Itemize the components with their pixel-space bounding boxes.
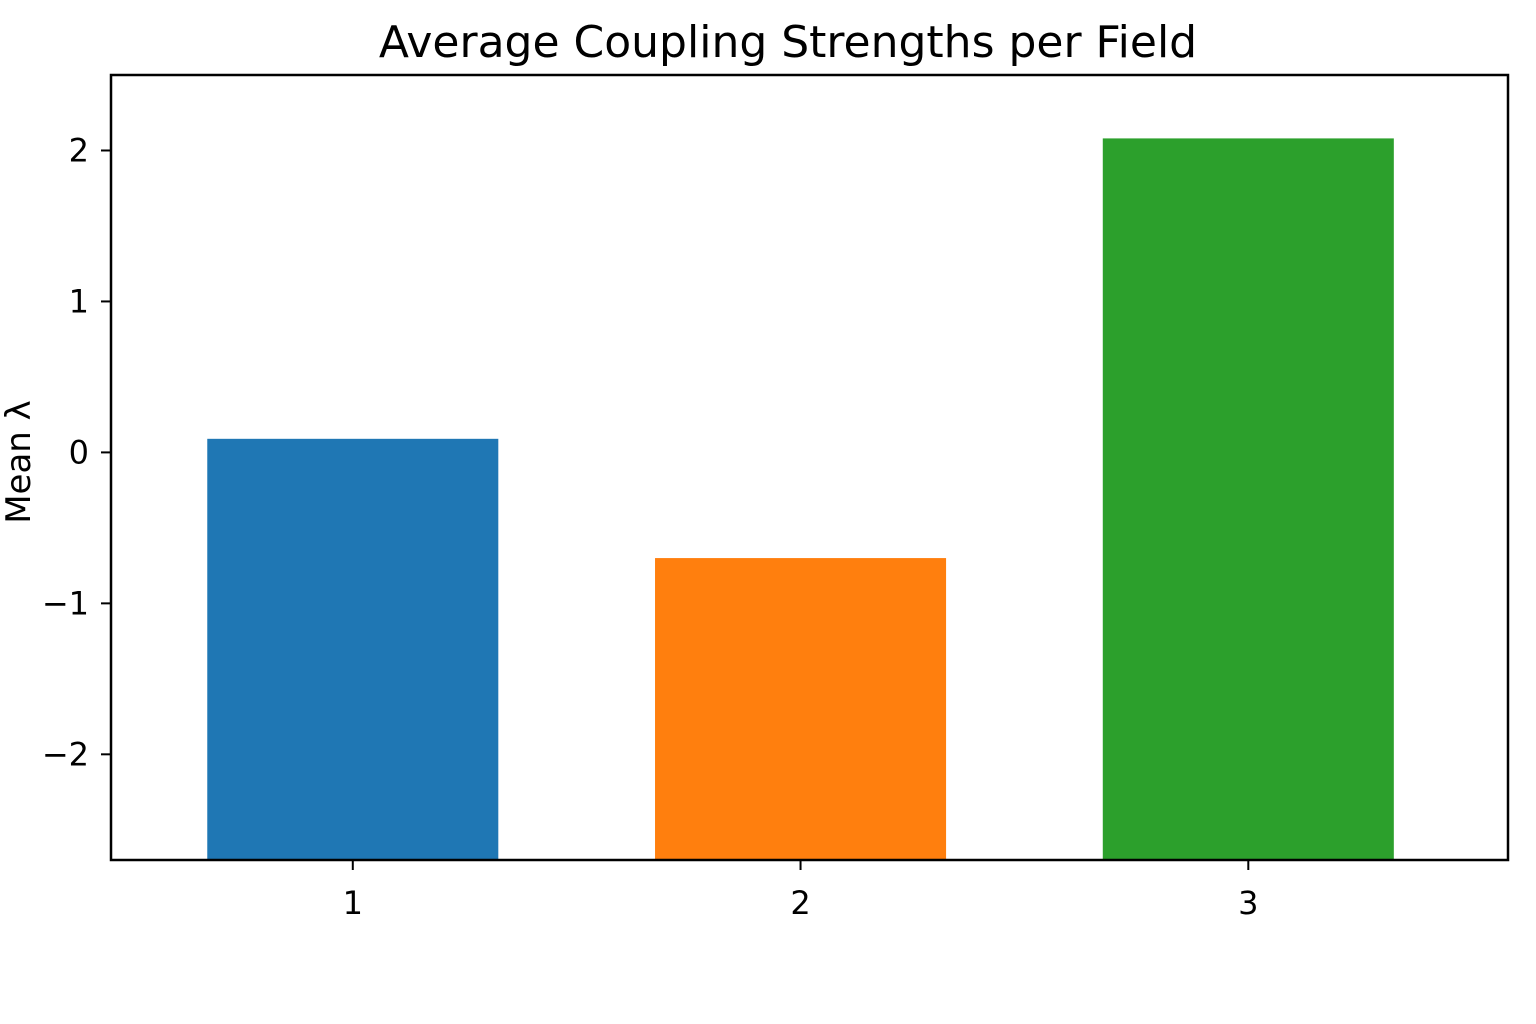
bar-2 — [655, 558, 947, 860]
y-tick-label: −1 — [42, 584, 89, 622]
x-tick-label: 2 — [790, 884, 810, 922]
y-ticks-group: −2 −1 0 1 2 — [42, 131, 111, 773]
y-tick-label: −2 — [42, 735, 89, 773]
chart-title: Average Coupling Strengths per Field — [379, 17, 1197, 68]
bars-group — [207, 138, 1394, 861]
y-tick-label: 0 — [69, 433, 89, 471]
y-tick-label: 1 — [69, 282, 89, 320]
plot-frame — [109, 73, 1510, 862]
x-tick-label: 3 — [1238, 884, 1258, 922]
x-tick-label: 1 — [343, 884, 363, 922]
bar-1 — [207, 438, 499, 860]
x-ticks-group: 1 2 3 — [343, 860, 1258, 922]
y-tick-label: 2 — [69, 131, 89, 169]
bar-3 — [1102, 138, 1394, 861]
y-axis-label: Mean λ — [0, 400, 39, 524]
